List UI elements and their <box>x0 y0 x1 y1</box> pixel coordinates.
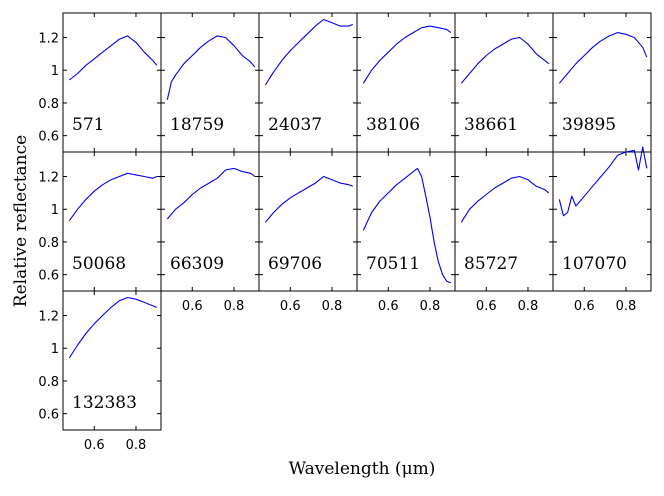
x-tick-labels: 0.6 0.8 0.6 0.8 0.6 0.8 0.6 0.8 0.6 0.8 0.6 0.8 <box>84 299 636 453</box>
panel-label: 18759 <box>170 115 224 135</box>
y-tick-label: 1.2 <box>38 32 59 47</box>
y-tick-label: 1 <box>51 203 59 218</box>
x-tick-label: 0.6 <box>476 299 497 314</box>
x-tick-label: 0.8 <box>420 299 441 314</box>
x-tick-label: 0.8 <box>126 438 147 453</box>
x-tick-label: 0.8 <box>518 299 539 314</box>
spectrum-line-24037 <box>264 18 354 86</box>
spectrum-line-18759 <box>166 35 256 100</box>
y-tick-label: 0.8 <box>38 375 59 390</box>
x-tick-label: 0.8 <box>224 299 245 314</box>
y-axis-title: Relative reflectance <box>11 135 31 307</box>
panel-label: 38106 <box>366 115 420 135</box>
panel-label: 38661 <box>464 115 518 135</box>
panel-label: 70511 <box>366 254 420 274</box>
spectrum-line-66309 <box>166 167 256 220</box>
panel-label: 39895 <box>562 115 616 135</box>
panel-frame <box>62 290 162 431</box>
x-axis-title: Wavelength (μm) <box>289 459 436 479</box>
x-tick-label: 0.8 <box>616 299 637 314</box>
panel-132383: 132383 <box>62 290 162 431</box>
panel-label: 571 <box>72 115 104 135</box>
panel-label: 85727 <box>464 254 518 274</box>
panel-107070: 107070 <box>552 146 652 292</box>
spectrum-line-85727 <box>460 175 550 223</box>
panel-70511: 70511 <box>356 151 456 292</box>
x-tick-label: 0.6 <box>84 438 105 453</box>
panel-label: 66309 <box>170 254 224 274</box>
y-tick-labels: 0.6 0.8 1 1.2 0.6 0.8 1 1.2 0.6 0.8 1 1.2 <box>38 32 59 423</box>
y-tick-label: 1.2 <box>38 171 59 186</box>
spectrum-line-38661 <box>460 36 550 84</box>
x-tick-label: 0.6 <box>378 299 399 314</box>
y-tick-label: 1 <box>51 342 59 357</box>
spectrum-line-50068 <box>68 172 158 222</box>
y-tick-label: 1 <box>51 64 59 79</box>
panel-label: 50068 <box>72 254 126 274</box>
panel-39895: 39895 <box>552 12 652 153</box>
panel-50068: 50068 <box>62 151 162 292</box>
panel-label: 24037 <box>268 115 322 135</box>
panel-frame <box>552 151 652 292</box>
panel-label: 69706 <box>268 254 322 274</box>
panel-18759: 18759 <box>160 12 260 153</box>
panel-69706: 69706 <box>258 151 358 292</box>
spectrum-line-571 <box>68 35 158 81</box>
spectrum-line-70511 <box>362 167 451 284</box>
spectrum-line-132383 <box>68 296 158 359</box>
x-tick-label: 0.6 <box>280 299 301 314</box>
panel-66309: 66309 <box>160 151 260 292</box>
y-tick-label: 0.8 <box>38 236 59 251</box>
panel-grid: 571 18759 24037 38106 38661 39895 50068 66309 69… <box>62 12 652 431</box>
panel-38661: 38661 <box>454 12 554 153</box>
y-tick-label: 1.2 <box>38 310 59 325</box>
y-tick-label: 0.6 <box>38 130 59 145</box>
y-tick-label: 0.6 <box>38 408 59 423</box>
panel-571: 571 <box>62 12 162 153</box>
spectrum-line-69706 <box>264 175 353 223</box>
spectrum-line-38106 <box>362 25 452 84</box>
x-tick-label: 0.6 <box>574 299 595 314</box>
y-tick-label: 0.8 <box>38 97 59 112</box>
x-tick-label: 0.8 <box>322 299 343 314</box>
panel-label: 107070 <box>562 254 627 274</box>
panel-85727: 85727 <box>454 151 554 292</box>
panel-label: 132383 <box>72 393 137 413</box>
spectrum-line-39895 <box>558 32 648 84</box>
x-tick-label: 0.6 <box>182 299 203 314</box>
spectrum-line-107070 <box>558 146 648 217</box>
panel-38106: 38106 <box>356 12 456 153</box>
panel-24037: 24037 <box>258 12 358 153</box>
y-tick-label: 0.6 <box>38 269 59 284</box>
